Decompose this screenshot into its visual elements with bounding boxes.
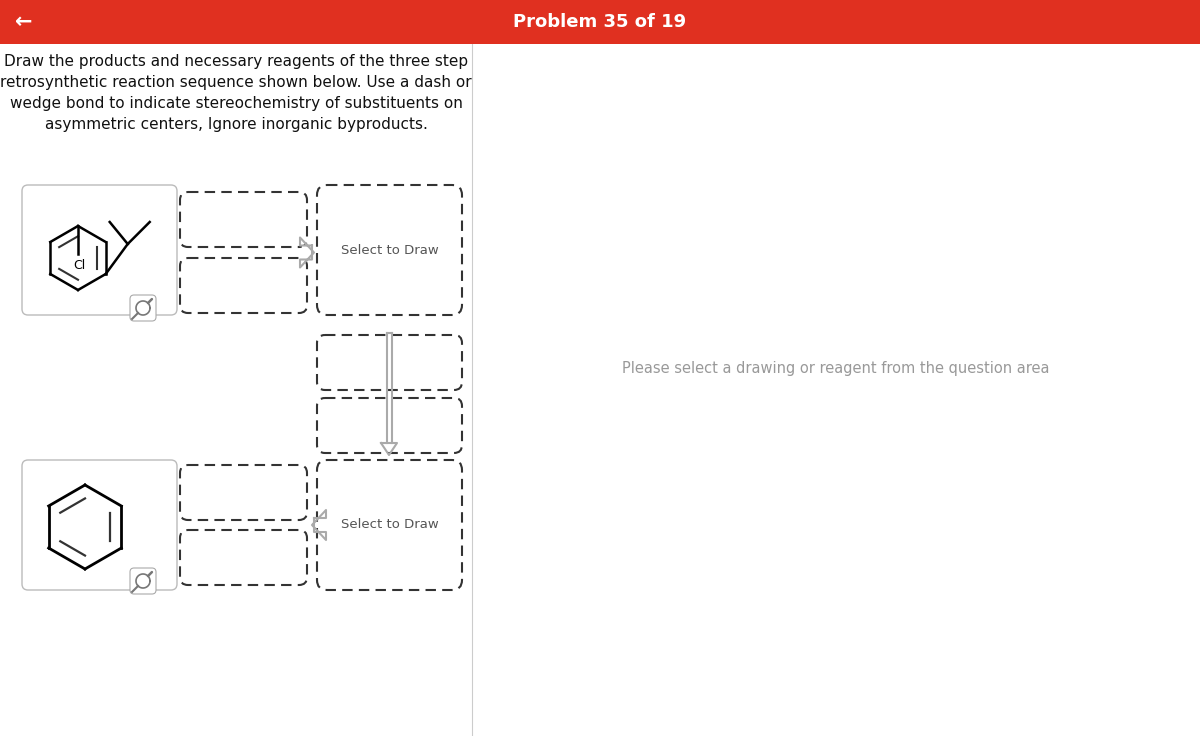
FancyBboxPatch shape <box>317 460 462 590</box>
FancyBboxPatch shape <box>130 295 156 321</box>
FancyBboxPatch shape <box>130 568 156 594</box>
Text: Cl: Cl <box>73 259 85 272</box>
Text: Please select a drawing or reagent from the question area: Please select a drawing or reagent from … <box>623 361 1050 375</box>
Bar <box>0 0 1200 44</box>
Text: Select to Draw: Select to Draw <box>341 518 438 531</box>
FancyBboxPatch shape <box>317 398 462 453</box>
Text: Problem 35 of 19: Problem 35 of 19 <box>514 13 686 31</box>
FancyBboxPatch shape <box>22 185 178 315</box>
FancyBboxPatch shape <box>22 460 178 590</box>
Text: Select to Draw: Select to Draw <box>341 244 438 257</box>
FancyBboxPatch shape <box>180 192 307 247</box>
Text: Draw the products and necessary reagents of the three step
retrosynthetic reacti: Draw the products and necessary reagents… <box>0 54 472 132</box>
FancyBboxPatch shape <box>180 258 307 313</box>
Text: ←: ← <box>14 12 32 32</box>
FancyBboxPatch shape <box>317 185 462 315</box>
FancyBboxPatch shape <box>180 465 307 520</box>
FancyBboxPatch shape <box>180 530 307 585</box>
FancyBboxPatch shape <box>317 335 462 390</box>
